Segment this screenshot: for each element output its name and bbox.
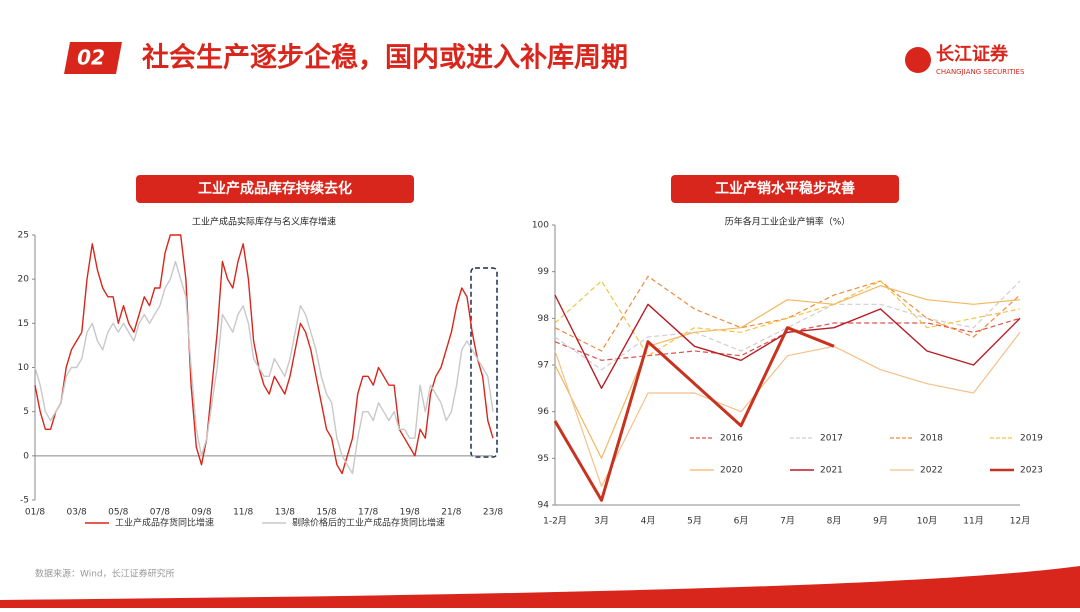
x-tick-label: 12月 [1010,516,1030,527]
series-line [554,331,1021,487]
logo-sub: CHANGJIANG SECURITIES [936,68,1025,76]
x-tick-label: 7月 [780,516,795,527]
panel-banner-bg [136,175,414,203]
y-tick-label: 25 [18,231,29,241]
x-tick-label: 1-2月 [543,516,567,527]
chart-title: 历年各月工业企业产销率（%） [725,216,851,228]
slide-title: 社会生产逐步企稳，国内或进入补库周期 [142,42,628,74]
series-line [554,285,1021,459]
y-tick-label: 5 [23,407,29,417]
panel-banner-bg [671,175,899,203]
x-tick-label: 07/8 [150,508,170,518]
legend-label: 2023 [1020,466,1043,476]
series-line [34,234,494,475]
x-tick-label: 3月 [594,516,609,527]
legend-label: 2021 [820,466,843,476]
x-tick-label: 09/8 [191,508,211,518]
legend-label: 2022 [920,466,943,476]
legend-label: 2018 [920,434,943,444]
y-tick-label: 96 [538,407,550,417]
y-tick-label: 10 [18,363,30,373]
y-tick-label: 20 [18,275,30,285]
series-line [554,280,1021,357]
y-tick-label: 99 [538,267,550,277]
y-tick-label: 94 [538,501,550,511]
logo-icon [905,47,931,73]
x-tick-label: 17/8 [358,508,378,518]
x-tick-label: 5月 [687,516,702,527]
section-badge [64,42,122,74]
x-tick-label: 11/8 [233,508,253,518]
legend-label: 2019 [1020,434,1043,444]
footer-swoosh [0,566,1080,608]
legend-label: 2017 [820,434,843,444]
series-line [554,294,1021,389]
x-tick-label: 19/8 [400,508,420,518]
y-tick-label: 97 [538,361,549,371]
y-tick-label: 98 [538,314,550,324]
x-tick-label: 13/8 [275,508,295,518]
legend-label: 剔除价格后的工业产成品存货同比增速 [292,517,445,529]
series-line [554,280,1021,371]
series-line [34,260,494,475]
x-tick-label: 01/8 [25,508,45,518]
x-tick-label: 15/8 [316,508,336,518]
x-tick-label: 8月 [827,516,842,527]
y-tick-label: 100 [532,221,549,231]
y-tick-label: 95 [538,454,549,464]
highlight-box [470,267,498,458]
y-tick-label: 15 [18,319,29,329]
x-tick-label: 23/8 [483,508,503,518]
y-tick-label: -5 [20,496,29,506]
series-line [553,326,835,502]
x-tick-label: 03/8 [67,508,87,518]
series-line [554,275,1021,352]
x-tick-label: 6月 [734,516,749,527]
logo-name: 长江证券 [936,43,1009,65]
y-tick-label: 0 [23,451,29,461]
legend-label: 工业产成品存货同比增速 [115,517,214,529]
x-tick-label: 10月 [917,516,937,527]
legend-label: 2016 [720,434,743,444]
x-tick-label: 05/8 [108,508,128,518]
panel-banner: 工业产成品库存持续去化 [198,180,352,197]
x-tick-label: 11月 [963,516,983,527]
x-tick-label: 9月 [873,516,888,527]
panel-banner: 工业产销水平稳步改善 [715,180,855,197]
section-number: 02 [77,46,105,70]
chart-title: 工业产成品实际库存与名义库存增速 [192,216,336,228]
x-tick-label: 21/8 [441,508,461,518]
source-note: 数据来源：Wind，长江证券研究所 [35,568,175,580]
legend-label: 2020 [720,466,743,476]
x-tick-label: 4月 [641,516,656,527]
